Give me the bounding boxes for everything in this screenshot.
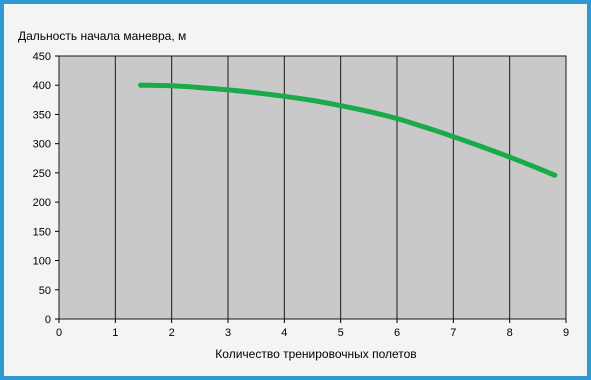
data-point-0-10 [422, 124, 428, 130]
series-line-0 [138, 82, 558, 178]
x-tick-label-5: 5 [338, 327, 344, 339]
data-point-0-12 [479, 144, 484, 150]
x-tick-label-2: 2 [169, 327, 175, 339]
data-point-0-3 [225, 87, 231, 93]
y-tick-label-450: 450 [33, 51, 51, 63]
y-tick-label-100: 100 [33, 256, 51, 268]
y-axis-title: Дальность начала маневра, м [18, 29, 186, 43]
y-tick-label-0: 0 [45, 314, 51, 326]
y-tick-label-150: 150 [33, 226, 51, 238]
data-point-0-9 [394, 116, 400, 121]
data-point-0-14 [535, 165, 541, 171]
x-tick-label-3: 3 [225, 327, 231, 339]
data-point-0-6 [310, 97, 315, 103]
data-point-0-8 [366, 109, 372, 114]
x-axis-title: Количество тренировочных полетов [215, 347, 416, 361]
x-tick-label-1: 1 [112, 327, 118, 339]
y-axis-ticks: 0 50 100 150 200 250 300 350 400 450 [33, 51, 59, 326]
y-tick-label-300: 300 [33, 139, 51, 151]
x-tick-label-4: 4 [281, 327, 287, 339]
data-point-0-4 [253, 90, 259, 96]
data-point-0-0 [138, 82, 144, 88]
data-point-0-7 [338, 103, 344, 109]
y-tick-label-350: 350 [33, 109, 51, 121]
y-tick-label-400: 400 [33, 80, 51, 92]
data-point-0-11 [450, 134, 456, 140]
data-point-0-1 [169, 83, 175, 89]
x-tick-label-9: 9 [563, 327, 569, 339]
data-point-0-5 [281, 93, 287, 99]
data-point-0-15 [552, 172, 558, 178]
y-tick-label-50: 50 [39, 285, 51, 297]
x-tick-label-6: 6 [394, 327, 400, 339]
data-point-0-2 [197, 85, 203, 91]
y-tick-label-250: 250 [33, 168, 51, 180]
x-tick-label-8: 8 [507, 327, 513, 339]
x-tick-label-0: 0 [56, 327, 62, 339]
y-tick-label-200: 200 [33, 197, 51, 209]
x-axis-ticks: 0 1 2 3 4 5 6 7 8 9 [56, 319, 569, 339]
data-point-0-13 [507, 154, 513, 160]
plot-area [58, 55, 567, 320]
gridlines [114, 56, 511, 319]
series-lines [138, 82, 558, 178]
x-tick-label-7: 7 [450, 327, 456, 339]
